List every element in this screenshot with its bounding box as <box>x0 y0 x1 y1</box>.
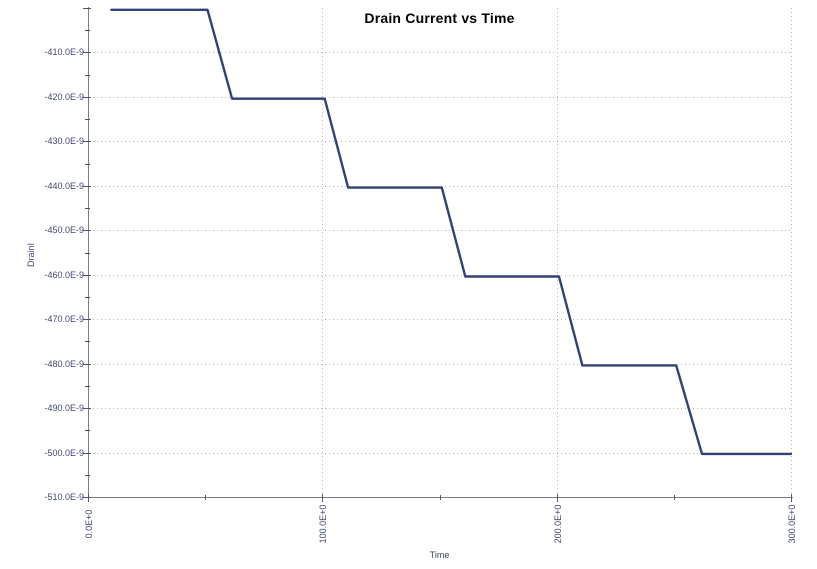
y-tick-label: -480.0E-9 <box>44 359 84 369</box>
y-tick-label: -410.0E-9 <box>44 47 84 57</box>
y-axis-title: DrainI <box>26 242 36 268</box>
y-tick-label: -470.0E-9 <box>44 314 84 324</box>
x-tick-label: 300.0E+0 <box>787 504 797 544</box>
y-tick-label: -460.0E-9 <box>44 270 84 280</box>
x-tick-label: 200.0E+0 <box>553 504 563 544</box>
y-tick-label: -510.0E-9 <box>44 492 84 502</box>
x-axis-title: Time <box>429 550 450 560</box>
y-tick-label: -430.0E-9 <box>44 136 84 146</box>
y-tick-label: -490.0E-9 <box>44 403 84 413</box>
y-tick-label: -420.0E-9 <box>44 92 84 102</box>
y-tick-label: -440.0E-9 <box>44 181 84 191</box>
data-line <box>110 8 793 456</box>
y-tick-label: -450.0E-9 <box>44 225 84 235</box>
x-tick-label: 100.0E+0 <box>318 504 328 544</box>
x-tick-label: 0.0E+0 <box>84 509 94 539</box>
y-tick-label: -500.0E-9 <box>44 448 84 458</box>
chart-title: Drain Current vs Time <box>364 10 515 26</box>
